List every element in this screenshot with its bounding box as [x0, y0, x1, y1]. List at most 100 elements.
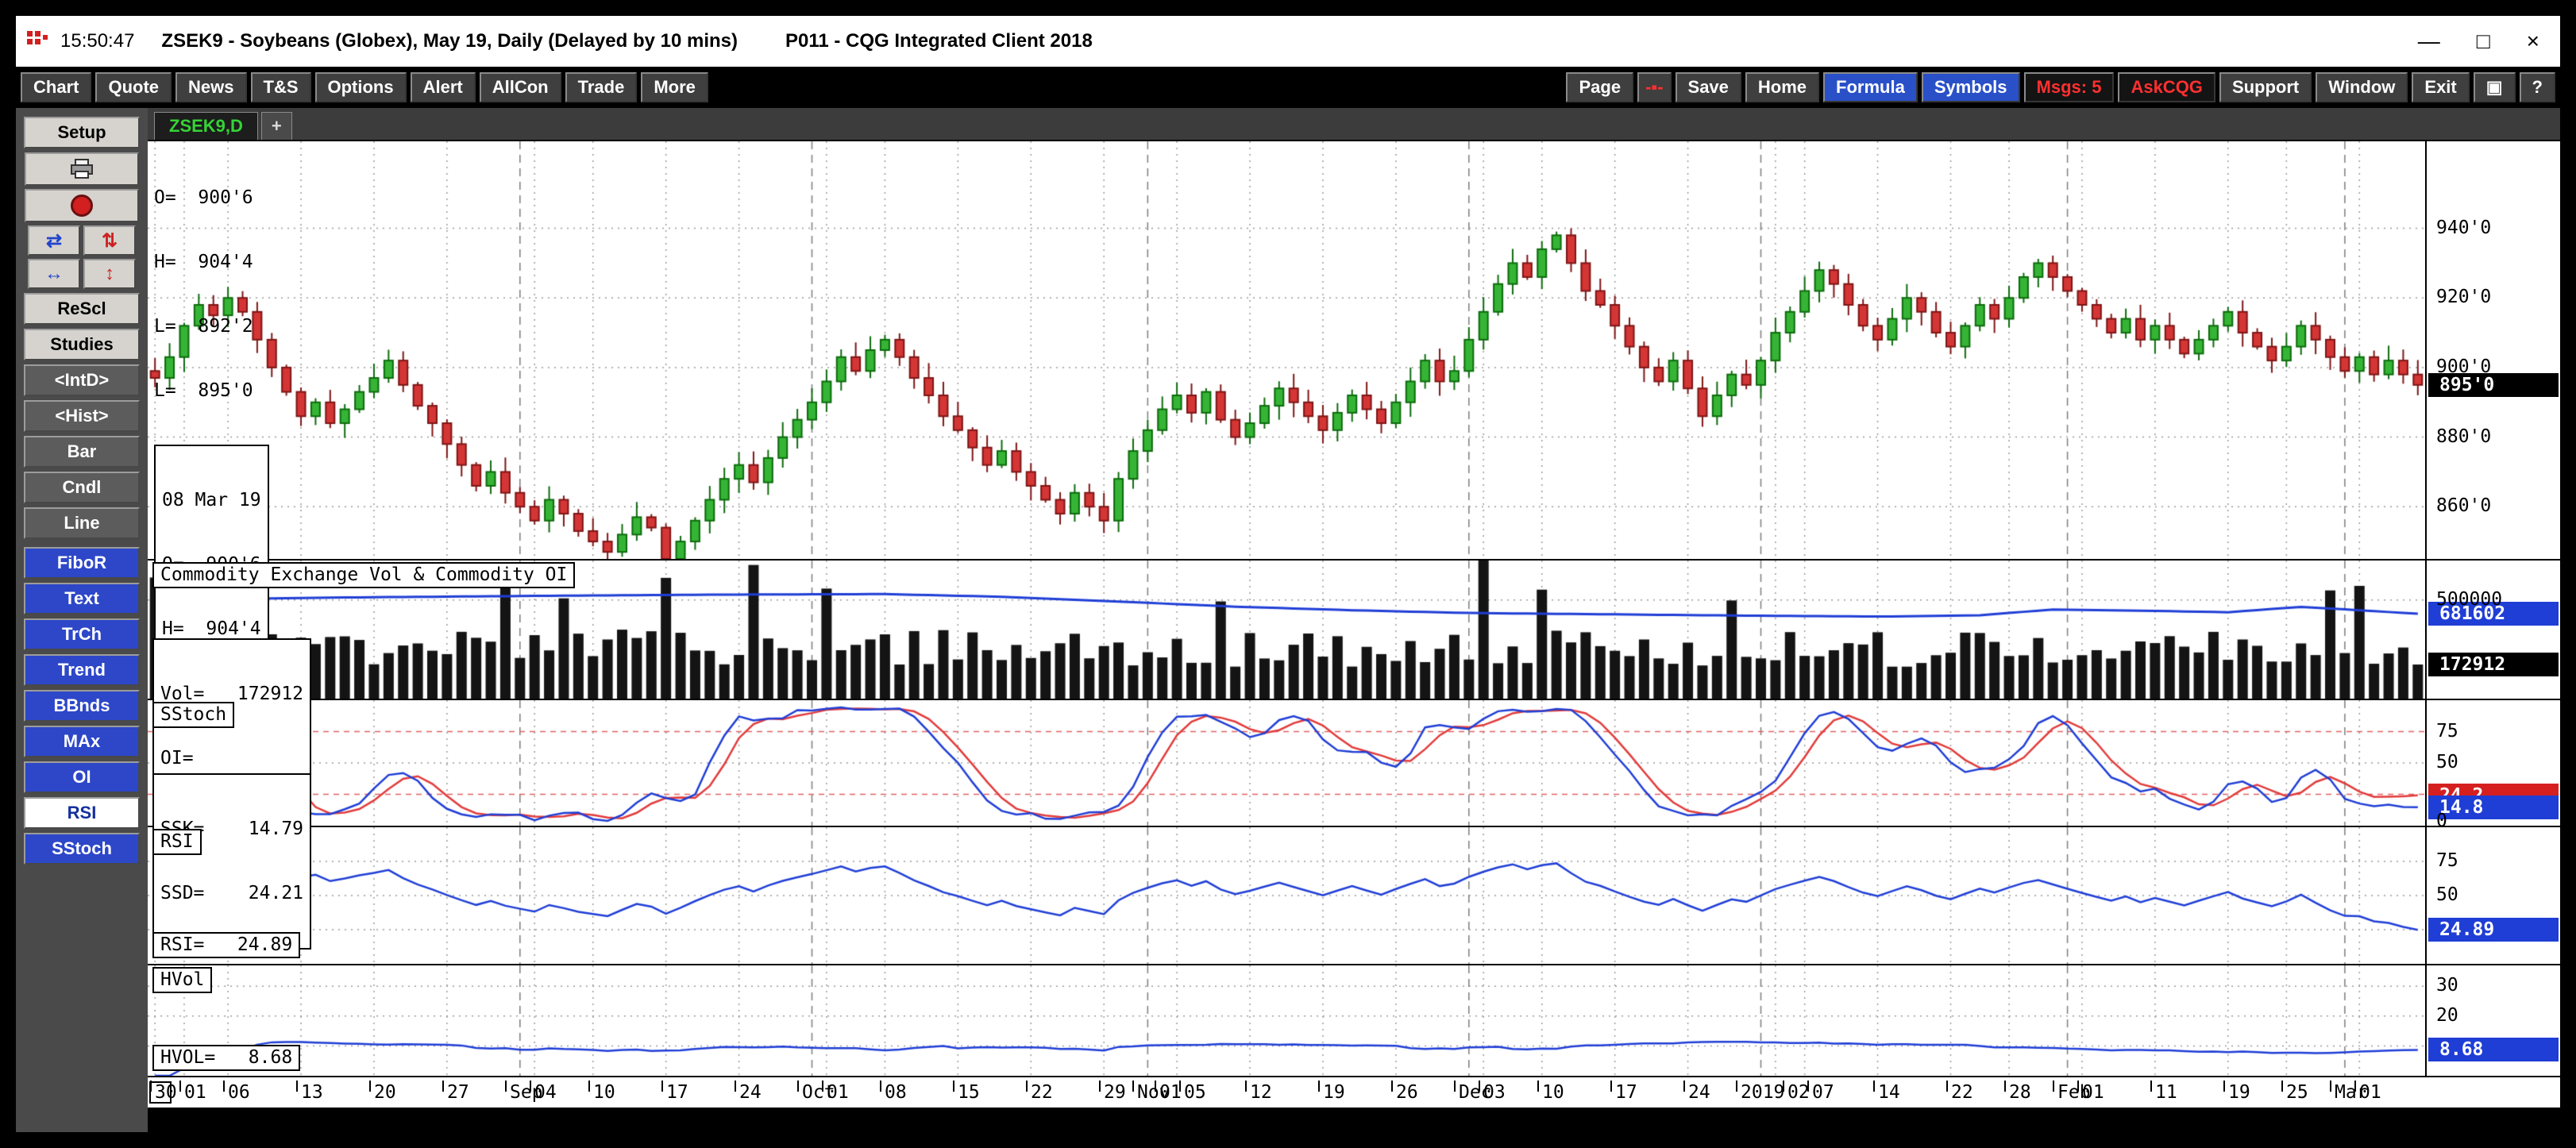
ssd-value: SSD= 24.21	[160, 883, 304, 903]
price-chart-canvas[interactable]	[148, 141, 2425, 559]
sidebar-rescl[interactable]: ReScl	[24, 293, 140, 325]
date-label: 10	[1542, 1082, 1564, 1103]
add-tab-button[interactable]: +	[260, 112, 292, 140]
date-label: 03	[1483, 1082, 1506, 1103]
sidebar-hist[interactable]: <Hist>	[24, 400, 140, 432]
date-label: 22	[1031, 1082, 1053, 1103]
menu-save[interactable]: Save	[1675, 72, 1741, 102]
sidebar-study-bbnds[interactable]: BBnds	[24, 690, 140, 722]
menu-bar: Chart Quote News T&S Options Alert AllCon Trade…	[16, 67, 2560, 108]
date-tick	[1245, 1081, 1247, 1092]
date-tick	[1610, 1081, 1612, 1092]
menu-page[interactable]: Page	[1566, 72, 1634, 102]
date-label: 28	[2009, 1082, 2031, 1103]
volume-panel: Commodity Exchange Vol & Commodity OI Vo…	[148, 559, 2560, 815]
sstoch-chart-canvas[interactable]	[148, 700, 2425, 826]
rsi-readout: RSI= 24.89	[152, 932, 301, 958]
date-tick	[2223, 1081, 2225, 1092]
hvol-panel: HVol HVOL= 8.68 8.68 30 20	[148, 964, 2560, 1076]
vol-value: Vol= 172912	[160, 684, 304, 704]
sidebar-study-fibor[interactable]: FiboR	[24, 547, 140, 579]
menu-chart[interactable]: Chart	[21, 72, 92, 102]
menu-[interactable]: ?	[2519, 72, 2555, 102]
minimize-button[interactable]: —	[2417, 29, 2440, 53]
menu-trade[interactable]: Trade	[565, 72, 638, 102]
date-tick	[2354, 1081, 2356, 1092]
sidebar-bar[interactable]: Bar	[24, 436, 140, 468]
sidebar-study-max[interactable]: MAx	[24, 726, 140, 757]
menu-news[interactable]: News	[175, 72, 247, 102]
sidebar-study-oi[interactable]: OI	[24, 761, 140, 793]
axis-label: 860'0	[2436, 495, 2492, 516]
sidebar-study-rsi[interactable]: RSI	[24, 797, 140, 829]
rsi-axis[interactable]: 24.89 75 50	[2425, 827, 2560, 964]
infobox-date: 08 Mar 19	[162, 490, 261, 510]
sidebar-study-text[interactable]: Text	[24, 583, 140, 614]
menu-quote[interactable]: Quote	[95, 72, 172, 102]
volume-axis[interactable]: 681602 172912 500000	[2425, 561, 2560, 699]
sidebar-cndl[interactable]: Cndl	[24, 472, 140, 503]
sidebar-line[interactable]: Line	[24, 507, 140, 539]
pan-vertical-button[interactable]: ⇅	[83, 225, 136, 256]
date-label: 10	[593, 1082, 615, 1103]
menu-options[interactable]: Options	[314, 72, 407, 102]
oi-value: OI=	[160, 748, 194, 769]
menu-formula[interactable]: Formula	[1823, 72, 1918, 102]
maximize-button[interactable]: □	[2476, 29, 2490, 53]
rsi-chart-canvas[interactable]	[148, 827, 2425, 964]
date-label: 04	[534, 1082, 557, 1103]
axis-label: 500000	[2436, 589, 2503, 610]
tab-zsek9-d[interactable]: ZSEK9,D	[154, 112, 258, 140]
date-axis[interactable]: 30 01 06 13 20 27 Sep 04 10 17 24 Oct 01 08 15 22 29 Nov 0…	[148, 1076, 2560, 1108]
date-label: 29	[1104, 1082, 1126, 1103]
menu-home[interactable]: Home	[1745, 72, 1820, 102]
window-title: ZSEK9 - Soybeans (Globex), May 19, Daily…	[161, 30, 738, 52]
menu-askcqg[interactable]: AskCQG	[2118, 72, 2215, 102]
close-button[interactable]: ×	[2526, 29, 2539, 53]
date-tick	[179, 1081, 181, 1092]
menu-t-s[interactable]: T&S	[250, 72, 311, 102]
rsi-badge: 24.89	[2428, 918, 2559, 942]
menu-more[interactable]: More	[641, 72, 708, 102]
menu-window[interactable]: Window	[2316, 72, 2408, 102]
print-button[interactable]	[25, 152, 139, 186]
hvol-chart-canvas[interactable]	[148, 965, 2425, 1076]
connection-button[interactable]	[25, 189, 139, 222]
date-tick	[1179, 1081, 1181, 1092]
infobox-high: H= 904'4	[162, 618, 261, 639]
date-tick	[661, 1081, 663, 1092]
menu-[interactable]: -▪-	[1637, 72, 1672, 102]
readout-high: H= 904'4	[154, 252, 253, 272]
pan-horizontal-button[interactable]: ⇄	[28, 225, 80, 256]
date-tick	[1318, 1081, 1320, 1092]
date-tick	[2281, 1081, 2283, 1092]
menu-symbols[interactable]: Symbols	[1921, 72, 2020, 102]
menu-allcon[interactable]: AllCon	[479, 72, 561, 102]
red-circle-icon	[71, 195, 93, 217]
setup-button[interactable]: Setup	[24, 117, 140, 148]
sidebar-study-trend[interactable]: Trend	[24, 654, 140, 686]
axis-label: 940'0	[2436, 218, 2492, 238]
study-buttons: FiboR Text TrCh Trend BBnds MAx OI RSI SStoch	[16, 547, 148, 865]
sidebar-intd[interactable]: <IntD>	[24, 364, 140, 396]
price-axis[interactable]: 895'0 940'0 920'0 900'0 880'0 860'0	[2425, 141, 2560, 559]
expand-vertical-button[interactable]: ↕	[83, 259, 136, 289]
hvol-axis[interactable]: 8.68 30 20	[2425, 965, 2560, 1076]
date-label: 14	[1878, 1082, 1900, 1103]
date-label: 26	[1396, 1082, 1418, 1103]
chart-mode-buttons: ReScl Studies <IntD> <Hist> Bar Cndl Line	[16, 293, 148, 539]
menu-exit[interactable]: Exit	[2412, 72, 2470, 102]
sidebar-study-trch[interactable]: TrCh	[24, 618, 140, 650]
menu-support[interactable]: Support	[2219, 72, 2312, 102]
menu-[interactable]: ▣	[2473, 72, 2516, 102]
menu-alert[interactable]: Alert	[410, 72, 476, 102]
menu-msgs-5[interactable]: Msgs: 5	[2023, 72, 2115, 102]
sidebar-studies[interactable]: Studies	[24, 329, 140, 360]
readout-low: L= 892'2	[154, 316, 253, 337]
expand-horizontal-button[interactable]: ↔	[28, 259, 80, 289]
date-axis-box	[149, 1081, 172, 1104]
sidebar-study-sstoch[interactable]: SStoch	[24, 833, 140, 865]
date-label: 01	[2082, 1082, 2104, 1103]
axis-label: 920'0	[2436, 287, 2492, 307]
